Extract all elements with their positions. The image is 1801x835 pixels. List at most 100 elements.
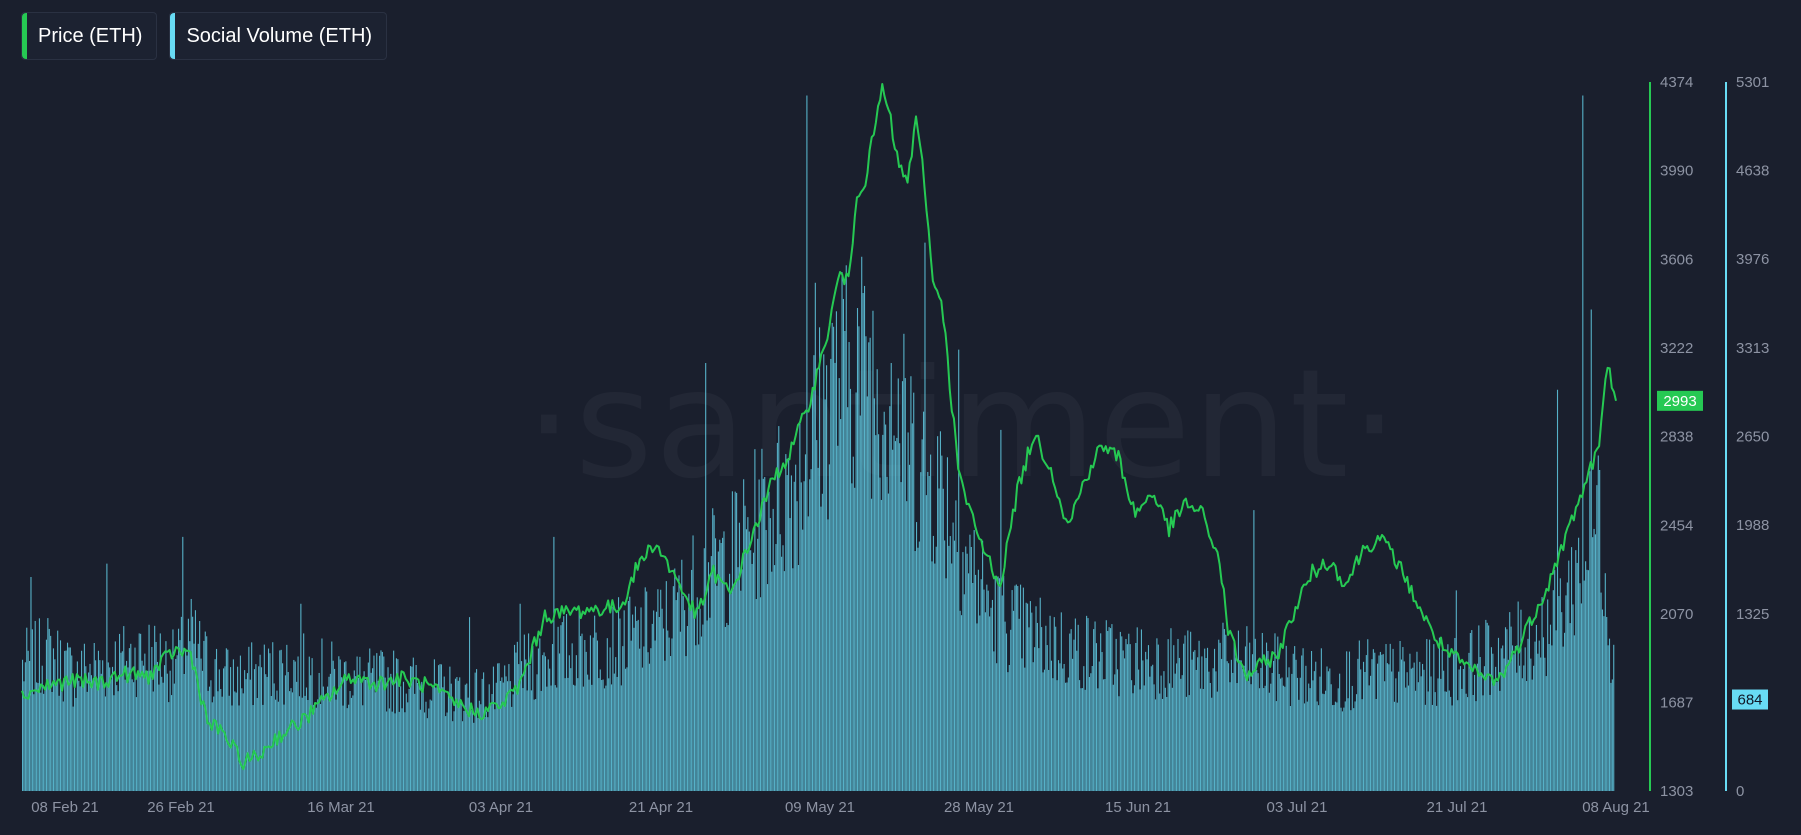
volume-bar-1068: [1523, 665, 1525, 791]
volume-bar-440: [640, 607, 642, 791]
volume-bar-1033: [1474, 674, 1476, 791]
volume-bar-707: [1015, 584, 1017, 791]
volume-bar-742: [1064, 682, 1067, 791]
volume-bar-696: [1000, 429, 1002, 791]
volume-bar-513: [743, 479, 745, 791]
volume-bar-688: [989, 616, 991, 791]
volume-bar-1072: [1528, 617, 1530, 791]
volume-bar-660: [949, 536, 951, 791]
volume-bar-923: [1319, 676, 1321, 791]
volume-bar-591: [852, 456, 854, 791]
volume-bar-119: [189, 641, 191, 791]
volume-bar-597: [861, 256, 863, 791]
volume-bar-1030: [1469, 632, 1471, 791]
volume-bar-504: [730, 590, 732, 791]
volume-bar-34: [69, 647, 71, 791]
volume-bar-1067: [1521, 678, 1523, 791]
volume-bar-303: [447, 693, 450, 791]
volume-bar-705: [1012, 610, 1015, 791]
volume-bar-264: [393, 650, 395, 791]
volume-bar-431: [627, 601, 629, 791]
volume-bar-795: [1139, 689, 1141, 791]
volume-bar-638: [918, 541, 920, 791]
volume-bar-1062: [1514, 645, 1516, 791]
volume-bar-539: [779, 534, 781, 791]
volume-bar-325: [478, 700, 480, 791]
volume-bar-36: [72, 706, 74, 791]
volume-bar-541: [782, 545, 784, 791]
volume-bar-719: [1032, 662, 1034, 791]
volume-bar-838: [1199, 688, 1202, 791]
volume-bar-675: [970, 547, 972, 791]
volume-bar-66: [114, 641, 116, 791]
volume-bar-1110: [1582, 95, 1584, 791]
volume-bar-107: [172, 629, 174, 791]
volume-bar-868: [1242, 668, 1244, 791]
volume-bar-881: [1260, 667, 1262, 791]
volume-bar-52: [95, 660, 97, 791]
volume-bar-731: [1049, 615, 1051, 791]
volume-bar-1130: [1610, 682, 1612, 791]
volume-bar-824: [1180, 678, 1182, 791]
volume-bar-306: [452, 721, 454, 791]
volume-bar-825: [1181, 675, 1183, 791]
volume-bar-1037: [1479, 657, 1481, 791]
volume-bar-804: [1152, 664, 1154, 791]
price-tick-label-5: 3222: [1660, 340, 1693, 357]
price-tick-label-1: 1687: [1660, 694, 1693, 711]
volume-bar-790: [1132, 693, 1134, 791]
volume-bar-1128: [1607, 645, 1609, 791]
volume-bar-826: [1183, 643, 1185, 791]
volume-bar-752: [1079, 680, 1081, 791]
volume-bar-149: [231, 705, 233, 791]
volume-bar-998: [1424, 704, 1426, 791]
volume-bar-531: [768, 491, 770, 791]
volume-bar-121: [192, 616, 194, 791]
volume-bar-171: [262, 704, 264, 791]
volume-bar-991: [1414, 690, 1417, 791]
volume-bar-924: [1320, 648, 1322, 791]
volume-bar-210: [317, 699, 319, 791]
volume-bar-661: [951, 563, 953, 791]
volume-bar-866: [1239, 660, 1241, 791]
volume-bar-565: [816, 440, 818, 791]
volume-bar-490: [710, 556, 712, 791]
volume-bar-16: [44, 689, 46, 791]
volume-bar-432: [629, 596, 631, 791]
volume-bar-268: [398, 711, 400, 791]
volume-bar-42: [81, 650, 83, 791]
volume-bar-487: [706, 620, 708, 791]
legend-item-price[interactable]: Price (ETH): [21, 12, 158, 60]
volume-bar-765: [1097, 688, 1099, 791]
volume-bar-101: [163, 665, 166, 791]
volume-bar-380: [556, 687, 558, 791]
volume-tick-label-3: 1988: [1736, 517, 1769, 534]
volume-bar-313: [461, 721, 464, 791]
volume-bar-1132: [1613, 644, 1615, 791]
legend-item-social-volume[interactable]: Social Volume (ETH): [169, 12, 388, 60]
volume-bar-35: [71, 655, 73, 791]
volume-bar-250: [373, 655, 375, 791]
volume-bar-2: [24, 662, 26, 791]
volume-bar-191: [290, 688, 292, 791]
volume-bar-154: [238, 705, 240, 791]
volume-bar-466: [677, 592, 679, 791]
volume-bar-814: [1166, 696, 1168, 791]
volume-bar-1041: [1485, 619, 1487, 791]
volume-bar-370: [542, 655, 544, 791]
volume-bar-371: [543, 652, 545, 791]
volume-bar-584: [842, 298, 844, 791]
volume-bar-802: [1149, 676, 1151, 791]
volume-bar-410: [598, 678, 600, 791]
volume-bar-321: [473, 722, 475, 791]
volume-bar-629: [906, 501, 908, 791]
volume-bar-5: [29, 660, 31, 791]
volume-bar-468: [679, 631, 681, 791]
volume-bar-793: [1136, 627, 1138, 791]
volume-bar-256: [381, 651, 383, 791]
x-tick-label-2: 16 Mar 21: [307, 799, 375, 816]
volume-bar-503: [729, 573, 731, 791]
volume-bar-975: [1392, 648, 1394, 791]
volume-bar-836: [1197, 657, 1199, 791]
volume-bar-1104: [1573, 635, 1575, 791]
